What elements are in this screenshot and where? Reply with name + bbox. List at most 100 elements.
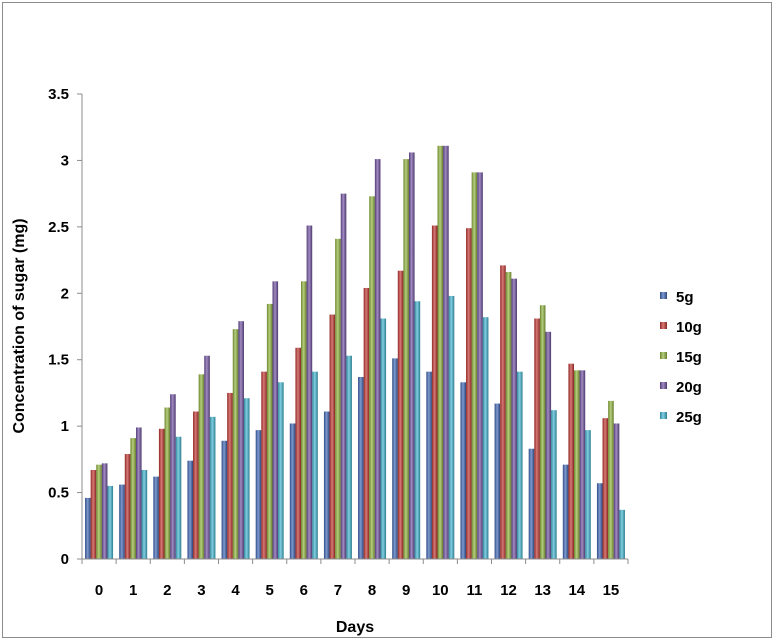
bar-15g-day-6: [301, 281, 307, 559]
y-tick-label: 3: [61, 152, 69, 169]
x-axis-title: Days: [336, 619, 374, 636]
bar-5g-day-2: [153, 476, 159, 559]
bar-20g-day-0: [101, 463, 108, 559]
x-tick-label: 2: [163, 582, 171, 599]
bar-10g-day-4: [227, 392, 233, 559]
bar-10g-day-12: [500, 265, 506, 559]
legend-swatch-5g: [660, 292, 667, 299]
bar-5g-day-10: [426, 371, 432, 559]
legend-swatch-20g: [660, 382, 667, 389]
x-tick-label: 4: [231, 582, 240, 599]
x-tick-label: 9: [402, 582, 410, 599]
y-tick-label: 0: [61, 551, 69, 568]
x-tick-label: 15: [603, 582, 620, 599]
y-tick-label: 2.5: [48, 219, 69, 236]
bar-10g-day-9: [397, 270, 404, 559]
bar-10g-day-11: [466, 228, 472, 559]
bar-25g-day-1: [141, 469, 148, 559]
legend: 5g 10g 15g 20g 25g: [660, 289, 702, 426]
bar-10g-day-0: [90, 469, 97, 559]
x-tick-label: 11: [467, 582, 483, 599]
bar-15g-day-13: [539, 305, 546, 559]
y-tick-label: 2: [61, 285, 69, 302]
x-tick-label: 3: [197, 582, 205, 599]
bar-25g-day-0: [107, 485, 114, 559]
x-tick-label: 5: [266, 582, 274, 599]
bar-10g-day-1: [124, 454, 131, 559]
y-tick-label: 1.5: [48, 352, 69, 369]
bar-5g-day-1: [119, 484, 125, 559]
x-tick-label: 10: [432, 582, 449, 599]
bar-15g-day-14: [574, 370, 580, 559]
legend-label-10g: 10g: [676, 319, 702, 336]
bar-5g-day-13: [528, 448, 535, 559]
bar-5g-day-12: [494, 403, 501, 559]
bar-10g-day-7: [329, 314, 336, 559]
x-tick-label: 12: [500, 582, 517, 599]
bar-20g-day-7: [340, 193, 347, 559]
bar-5g-day-14: [562, 464, 569, 559]
x-tick-label: 7: [334, 582, 342, 599]
bar-25g-day-14: [585, 430, 591, 559]
bar-5g-day-8: [358, 376, 364, 559]
bar-20g-day-3: [204, 355, 210, 559]
bar-10g-day-14: [568, 363, 575, 559]
bar-15g-day-12: [505, 272, 512, 559]
x-tick-label: 1: [129, 582, 137, 599]
bar-20g-day-4: [238, 321, 244, 559]
legend-swatch-25g: [660, 412, 667, 419]
bar-15g-day-15: [608, 400, 614, 559]
bar-10g-day-6: [295, 347, 302, 559]
bar-15g-day-7: [335, 238, 341, 559]
bar-5g-day-7: [323, 411, 330, 559]
bar-5g-day-3: [187, 460, 194, 559]
bar-25g-day-13: [551, 410, 557, 559]
bar-5g-day-9: [392, 358, 398, 559]
bar-15g-day-3: [198, 374, 205, 559]
bar-20g-day-2: [170, 394, 176, 559]
x-tick-label: 14: [568, 582, 585, 599]
legend-label-25g: 25g: [676, 409, 702, 426]
bar-25g-day-15: [619, 509, 625, 559]
bar-20g-day-13: [545, 331, 552, 559]
bar-15g-day-0: [96, 464, 102, 559]
legend-swatch-15g: [660, 352, 667, 359]
bar-20g-day-10: [443, 145, 449, 559]
legend-label-20g: 20g: [676, 379, 702, 396]
bar-10g-day-10: [431, 225, 438, 559]
y-tick-label: 3.5: [48, 86, 69, 103]
bar-20g-day-6: [306, 225, 313, 559]
bar-10g-day-5: [261, 371, 267, 559]
bar-20g-day-14: [579, 370, 586, 559]
bar-5g-day-5: [255, 430, 262, 559]
bar-15g-day-5: [266, 303, 273, 559]
bar-10g-day-8: [363, 287, 370, 559]
bars-group: [85, 145, 625, 560]
y-tick-label: 1: [61, 418, 69, 435]
bar-25g-day-9: [414, 301, 421, 559]
x-tick-label: 6: [300, 582, 308, 599]
bar-15g-day-9: [403, 159, 409, 559]
bar-10g-day-13: [534, 318, 540, 559]
bar-25g-day-12: [516, 371, 523, 559]
bar-25g-day-5: [278, 382, 284, 559]
bar-5g-day-15: [596, 483, 603, 559]
bar-20g-day-8: [374, 159, 381, 559]
x-ticks-group: 0 1 2 3 4 5 6 7 8 9 10 11 12 13 14 15: [81, 559, 629, 599]
x-tick-label: 0: [95, 582, 103, 599]
bar-15g-day-1: [130, 438, 136, 559]
bar-15g-day-10: [437, 145, 444, 559]
bar-20g-day-1: [135, 427, 142, 559]
bar-15g-day-11: [471, 172, 478, 559]
bar-5g-day-11: [460, 382, 467, 559]
y-tick-label: 0.5: [48, 485, 69, 502]
x-tick-label: 8: [368, 582, 376, 599]
x-tick-label: 13: [534, 582, 551, 599]
bar-10g-day-3: [193, 411, 199, 559]
bar-20g-day-9: [408, 152, 415, 559]
bar-25g-day-3: [209, 416, 216, 559]
bar-25g-day-4: [243, 398, 250, 559]
bar-25g-day-8: [380, 318, 387, 559]
bar-5g-day-4: [221, 440, 228, 559]
